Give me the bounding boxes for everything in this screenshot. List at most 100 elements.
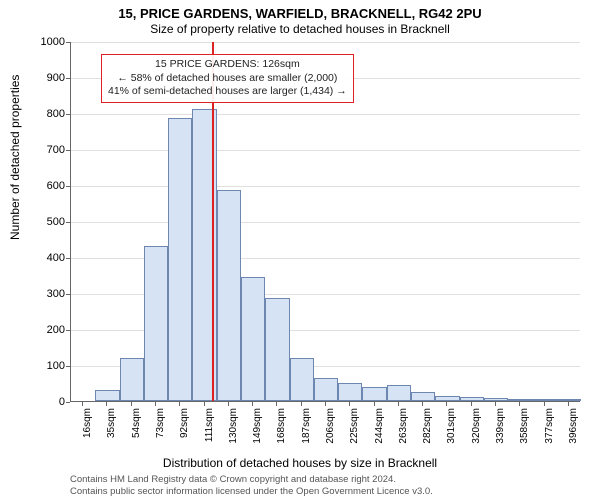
- histogram-bar: [484, 398, 508, 401]
- annotation-line: ← 58% of detached houses are smaller (2,…: [108, 72, 347, 86]
- xtick-mark: [301, 402, 302, 406]
- xtick-mark: [544, 402, 545, 406]
- xtick-label: 54sqm: [131, 408, 142, 458]
- histogram-bar: [120, 358, 144, 401]
- xtick-label: 187sqm: [301, 408, 312, 458]
- ytick-label: 300: [25, 289, 65, 300]
- ytick-label: 1000: [25, 37, 65, 48]
- xtick-label: 111sqm: [204, 408, 215, 458]
- xtick-mark: [374, 402, 375, 406]
- y-axis-label: Number of detached properties: [8, 75, 22, 240]
- ytick-label: 900: [25, 73, 65, 84]
- histogram-bar: [95, 390, 119, 401]
- ytick-label: 700: [25, 145, 65, 156]
- ytick-mark: [66, 330, 70, 331]
- ytick-mark: [66, 42, 70, 43]
- annotation-line: 15 PRICE GARDENS: 126sqm: [108, 58, 347, 72]
- xtick-label: 168sqm: [276, 408, 287, 458]
- ytick-label: 0: [25, 397, 65, 408]
- histogram-bar: [460, 397, 484, 401]
- xtick-mark: [349, 402, 350, 406]
- xtick-mark: [252, 402, 253, 406]
- xtick-label: 206sqm: [325, 408, 336, 458]
- histogram-bar: [508, 399, 532, 401]
- grid-line: [71, 114, 580, 115]
- xtick-label: 377sqm: [544, 408, 555, 458]
- grid-line: [71, 222, 580, 223]
- xtick-mark: [155, 402, 156, 406]
- ytick-label: 400: [25, 253, 65, 264]
- xtick-label: 130sqm: [228, 408, 239, 458]
- xtick-mark: [131, 402, 132, 406]
- attribution-text: Contains HM Land Registry data © Crown c…: [70, 474, 433, 498]
- grid-line: [71, 186, 580, 187]
- attribution-line: Contains public sector information licen…: [70, 486, 433, 498]
- ytick-label: 100: [25, 361, 65, 372]
- grid-line: [71, 150, 580, 151]
- histogram-bar: [290, 358, 314, 401]
- ytick-label: 200: [25, 325, 65, 336]
- xtick-mark: [398, 402, 399, 406]
- histogram-bar: [532, 399, 556, 401]
- chart-subtitle: Size of property relative to detached ho…: [0, 22, 600, 36]
- histogram-bar: [265, 298, 289, 401]
- histogram-bar: [168, 118, 192, 401]
- histogram-bar: [144, 246, 168, 401]
- attribution-line: Contains HM Land Registry data © Crown c…: [70, 474, 433, 486]
- plot-area: 15 PRICE GARDENS: 126sqm← 58% of detache…: [70, 42, 580, 402]
- xtick-label: 35sqm: [106, 408, 117, 458]
- ytick-label: 800: [25, 109, 65, 120]
- xtick-mark: [82, 402, 83, 406]
- xtick-label: 339sqm: [495, 408, 506, 458]
- annotation-line: 41% of semi-detached houses are larger (…: [108, 85, 347, 99]
- histogram-bar: [338, 383, 362, 401]
- histogram-bar: [362, 387, 386, 401]
- histogram-bar: [411, 392, 435, 401]
- histogram-bar: [217, 190, 241, 401]
- xtick-mark: [179, 402, 180, 406]
- xtick-mark: [106, 402, 107, 406]
- xtick-mark: [204, 402, 205, 406]
- xtick-label: 301sqm: [446, 408, 457, 458]
- histogram-bar: [435, 396, 459, 401]
- ytick-label: 600: [25, 181, 65, 192]
- ytick-mark: [66, 258, 70, 259]
- ytick-mark: [66, 150, 70, 151]
- xtick-label: 396sqm: [568, 408, 579, 458]
- xtick-label: 244sqm: [374, 408, 385, 458]
- xtick-mark: [568, 402, 569, 406]
- histogram-bar: [314, 378, 338, 401]
- ytick-mark: [66, 114, 70, 115]
- xtick-mark: [519, 402, 520, 406]
- ytick-mark: [66, 294, 70, 295]
- xtick-label: 16sqm: [82, 408, 93, 458]
- ytick-mark: [66, 402, 70, 403]
- xtick-label: 263sqm: [398, 408, 409, 458]
- grid-line: [71, 42, 580, 43]
- xtick-label: 358sqm: [519, 408, 530, 458]
- ytick-label: 500: [25, 217, 65, 228]
- xtick-mark: [422, 402, 423, 406]
- xtick-mark: [276, 402, 277, 406]
- xtick-label: 320sqm: [471, 408, 482, 458]
- xtick-label: 73sqm: [155, 408, 166, 458]
- histogram-bar: [557, 399, 581, 401]
- histogram-bar: [241, 277, 265, 401]
- x-axis-label: Distribution of detached houses by size …: [0, 456, 600, 470]
- property-size-chart: 15, PRICE GARDENS, WARFIELD, BRACKNELL, …: [0, 0, 600, 500]
- ytick-mark: [66, 222, 70, 223]
- annotation-box: 15 PRICE GARDENS: 126sqm← 58% of detache…: [101, 54, 354, 103]
- ytick-mark: [66, 186, 70, 187]
- xtick-label: 92sqm: [179, 408, 190, 458]
- ytick-mark: [66, 366, 70, 367]
- chart-title: 15, PRICE GARDENS, WARFIELD, BRACKNELL, …: [0, 6, 600, 21]
- xtick-mark: [228, 402, 229, 406]
- xtick-mark: [471, 402, 472, 406]
- xtick-label: 225sqm: [349, 408, 360, 458]
- xtick-mark: [325, 402, 326, 406]
- ytick-mark: [66, 78, 70, 79]
- histogram-bar: [387, 385, 411, 401]
- xtick-label: 282sqm: [422, 408, 433, 458]
- xtick-mark: [495, 402, 496, 406]
- xtick-label: 149sqm: [252, 408, 263, 458]
